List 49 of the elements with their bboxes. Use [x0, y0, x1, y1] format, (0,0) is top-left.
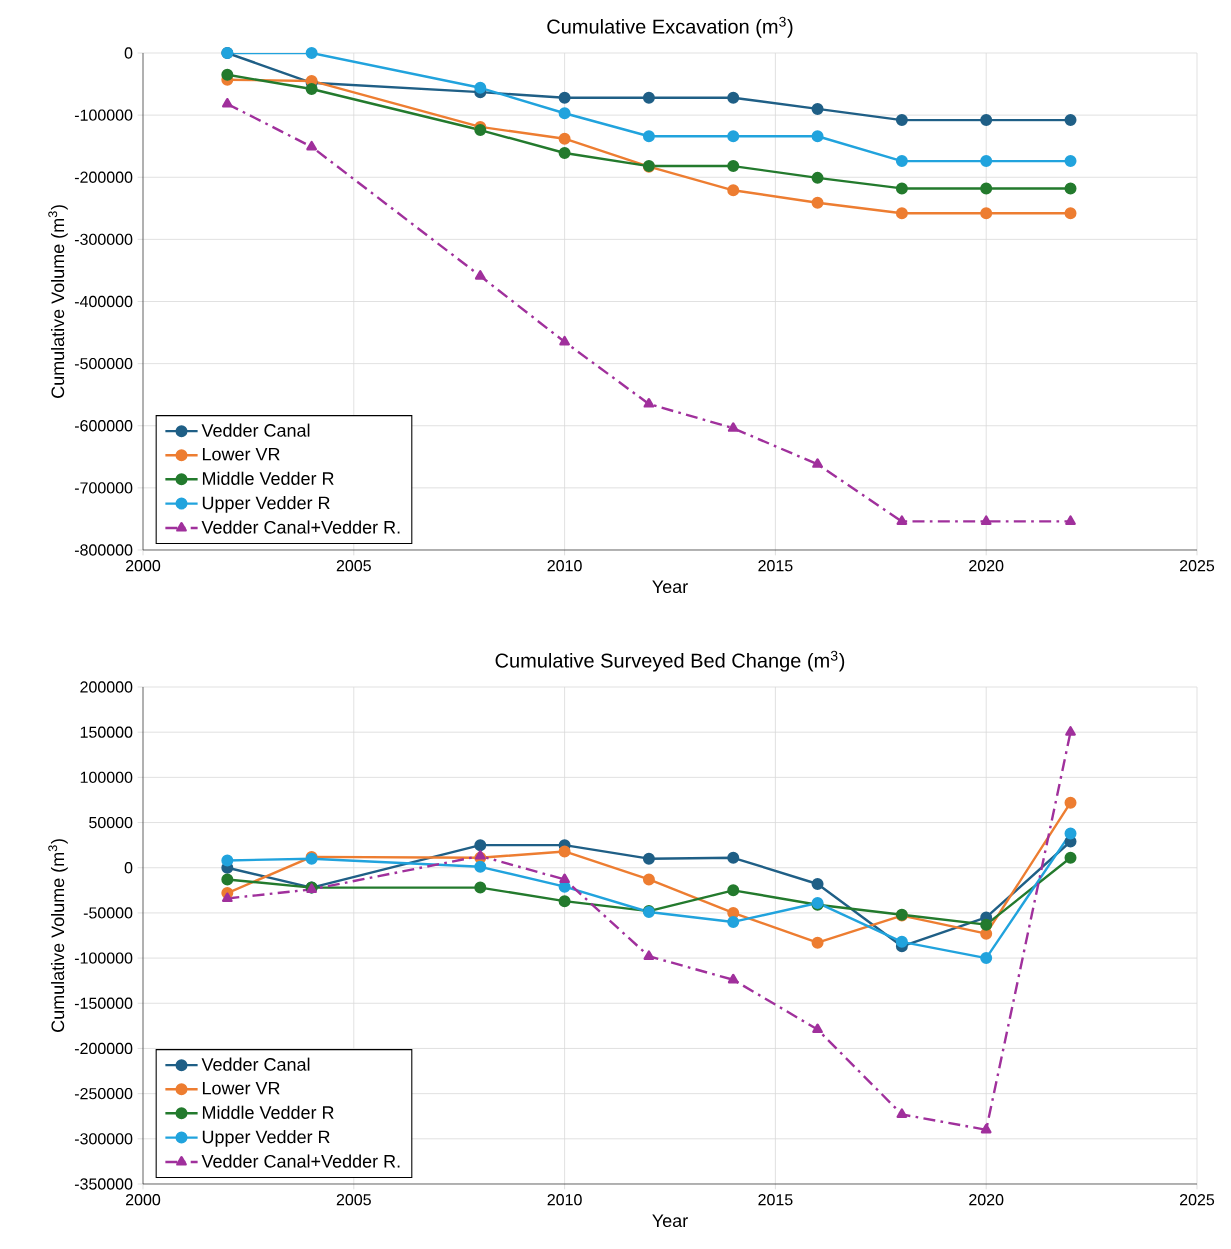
legend-label: Upper Vedder R — [202, 496, 330, 513]
x-axis-title: Year — [652, 1214, 688, 1228]
x-tick-label: 2020 — [969, 1194, 1004, 1206]
x-tick-label: 2015 — [758, 560, 793, 572]
legend-label: Upper Vedder R — [202, 1130, 330, 1147]
y-tick-label: -100000 — [74, 952, 133, 964]
y-axis-title: Cumulative Volume (m$^{3}$) — [48, 205, 68, 398]
y-tick-label: -800000 — [74, 544, 133, 556]
y-tick-label: -600000 — [74, 420, 133, 432]
legend-label: Vedder Canal+Vedder R. — [201, 520, 400, 534]
y-tick-label: 0 — [124, 47, 133, 59]
y-tick-label: -200000 — [74, 1042, 133, 1055]
x-tick-label: 2000 — [126, 1194, 161, 1206]
legend-label: Middle Vedder R — [202, 471, 334, 485]
y-tick-label: -50000 — [83, 907, 133, 919]
legend-label: Vedder Canal — [201, 1057, 310, 1071]
legend-label: Vedder Canal — [201, 423, 310, 437]
legend-label: Lower VR — [202, 447, 280, 461]
y-tick-label: 0 — [124, 862, 133, 874]
chart-title: Cumulative Surveyed Bed Change (m$^{3}$) — [495, 650, 845, 672]
x-tick-label: 2015 — [758, 1194, 793, 1206]
y-tick-label: -500000 — [74, 357, 133, 370]
y-tick-label: -250000 — [74, 1087, 133, 1100]
y-tick-label: 100000 — [80, 771, 133, 784]
x-tick-label: 2010 — [547, 560, 582, 572]
y-tick-label: 50000 — [89, 816, 133, 829]
legend-label: Lower VR — [202, 1081, 280, 1095]
chart-title: Cumulative Excavation (m$^{3}$) — [547, 16, 793, 38]
x-tick-label: 2000 — [126, 560, 161, 572]
y-tick-label: -350000 — [74, 1178, 133, 1190]
y-axis-title: Cumulative Volume (m$^{3}$) — [48, 839, 68, 1032]
y-tick-label: -150000 — [74, 997, 133, 1009]
y-tick-label: -400000 — [74, 295, 133, 308]
y-tick-label: 200000 — [80, 681, 133, 693]
y-tick-label: -300000 — [74, 1133, 133, 1145]
legend-label: Middle Vedder R — [202, 1105, 334, 1119]
x-tick-label: 2025 — [1179, 560, 1215, 572]
x-tick-label: 2005 — [336, 560, 371, 572]
x-tick-label: 2025 — [1179, 1194, 1215, 1206]
y-tick-label: -200000 — [74, 171, 133, 183]
y-tick-label: -700000 — [74, 482, 133, 494]
x-axis-title: Year — [652, 580, 688, 594]
y-tick-label: 150000 — [80, 726, 133, 738]
x-tick-label: 2010 — [547, 1194, 582, 1206]
y-tick-label: -100000 — [74, 109, 133, 121]
x-tick-label: 2020 — [969, 560, 1004, 572]
y-tick-label: -300000 — [74, 233, 133, 246]
legend-label: Vedder Canal+Vedder R. — [201, 1154, 400, 1168]
x-tick-label: 2005 — [336, 1194, 371, 1206]
